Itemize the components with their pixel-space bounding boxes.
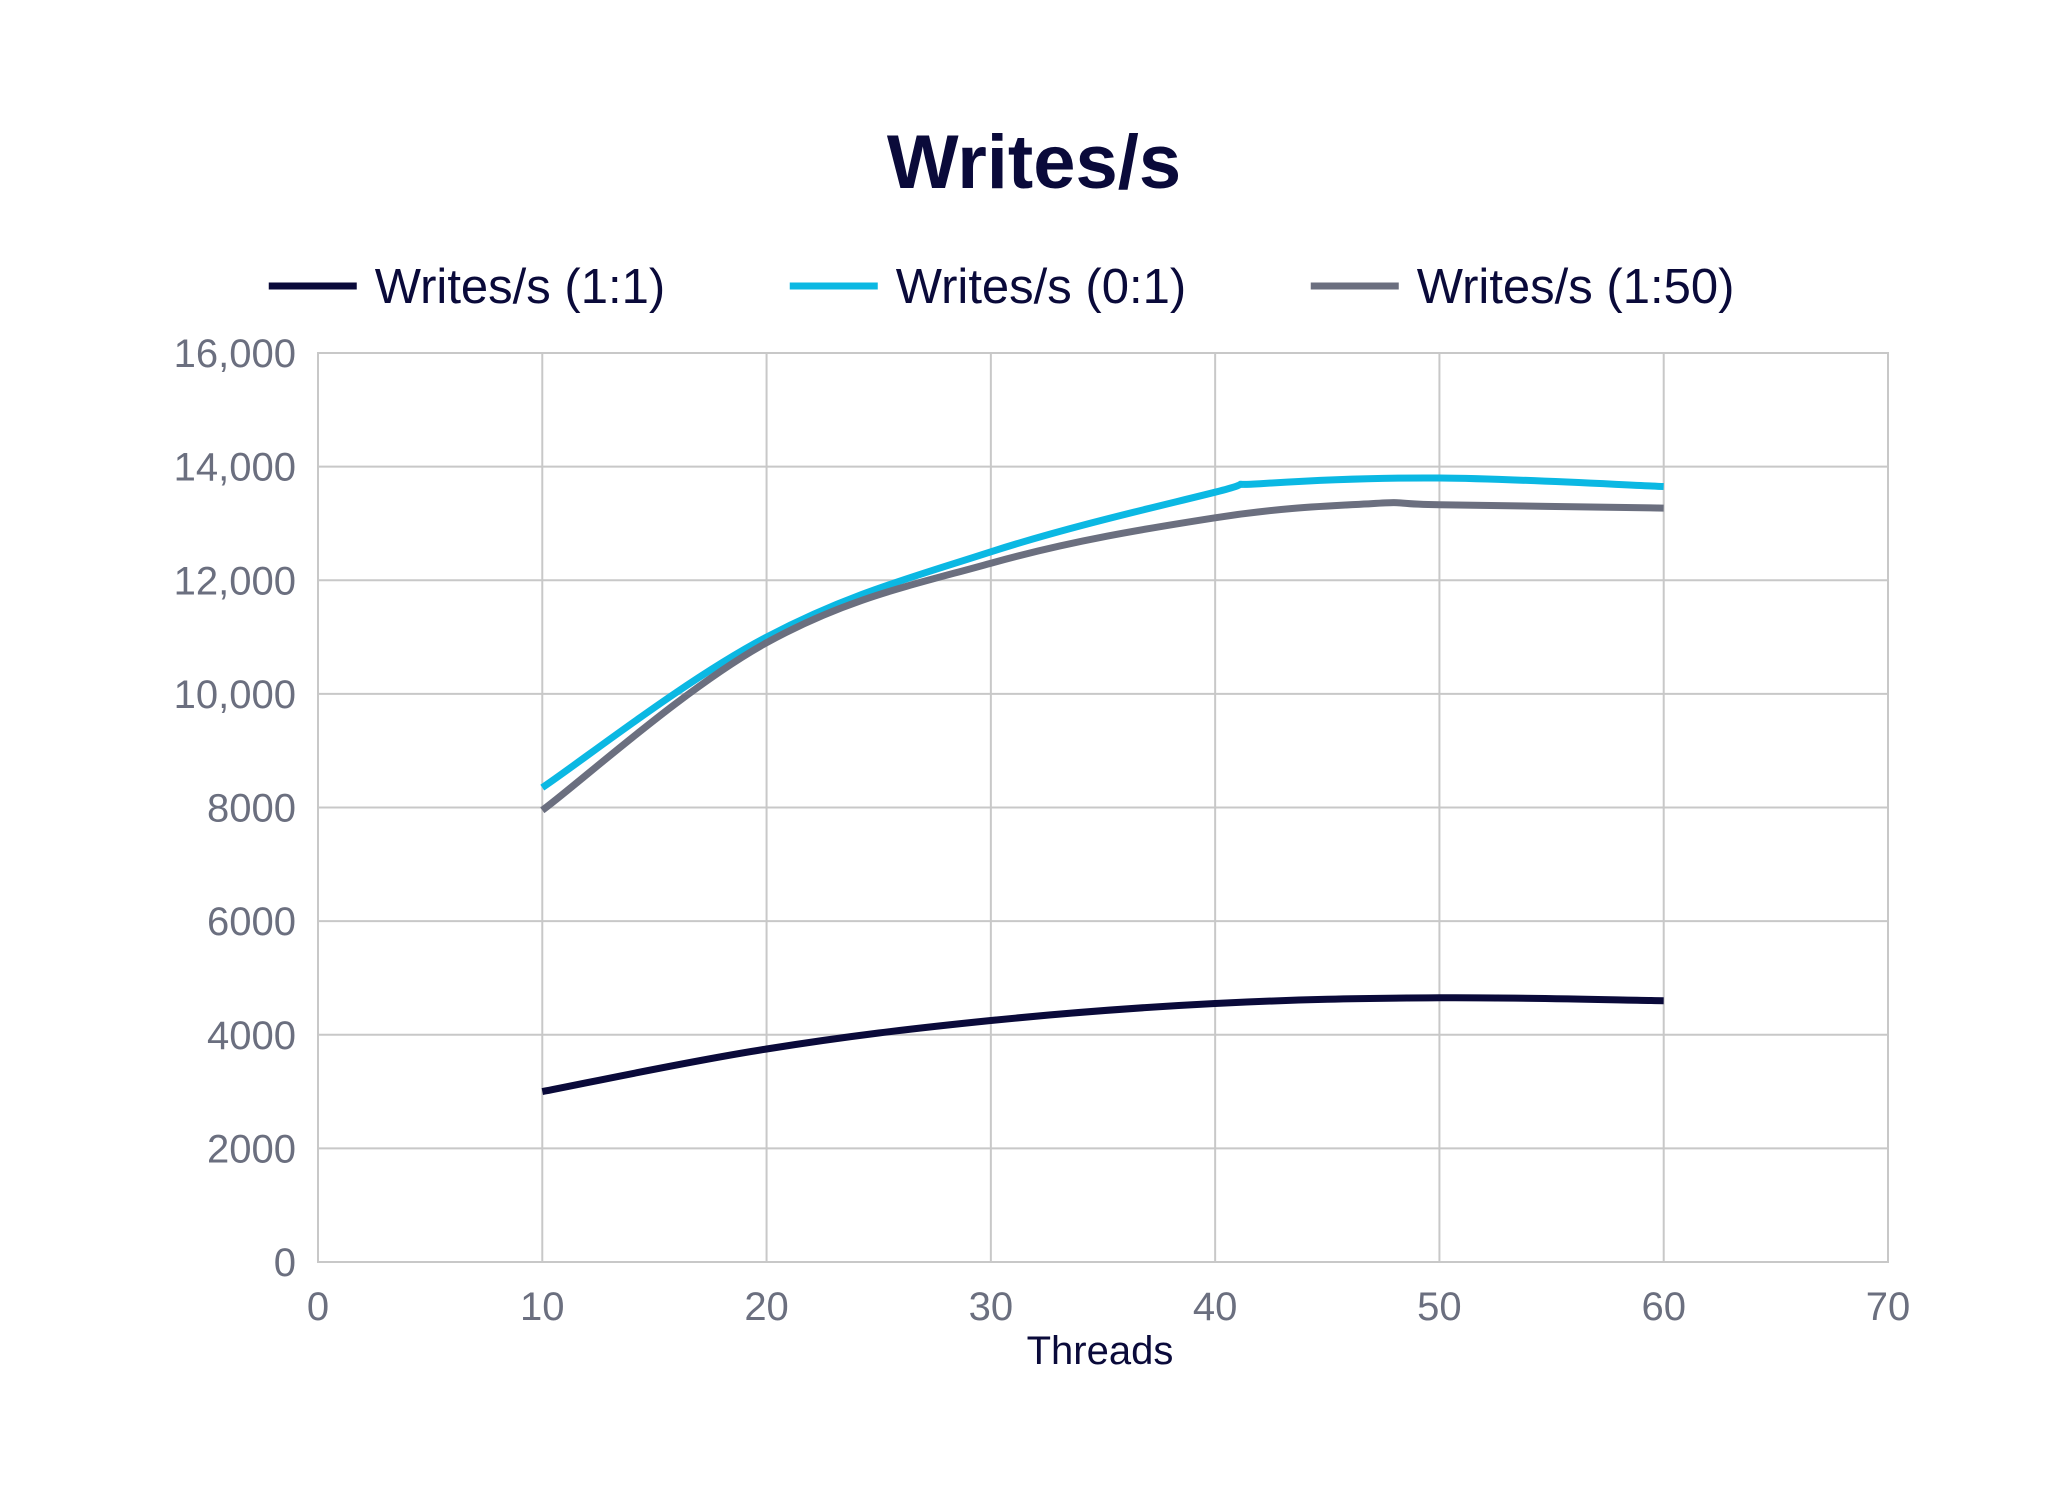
- series-line-2: [540, 474, 1664, 791]
- y-tick-label: 10,000: [174, 673, 296, 717]
- y-tick-label: 6000: [207, 900, 296, 944]
- x-tick-label: 70: [1866, 1285, 1911, 1329]
- y-tick-label: 8000: [207, 787, 296, 831]
- legend-label: Writes/s (0:1): [896, 260, 1186, 314]
- series-line-3: [540, 499, 1664, 814]
- legend-item-3: Writes/s (1:50): [1310, 260, 1735, 314]
- legend-item-1: Writes/s (1:1): [268, 260, 665, 314]
- y-tick-label: 14,000: [174, 446, 296, 490]
- plot-border: [317, 352, 1889, 1263]
- x-tick-label: 20: [744, 1285, 789, 1329]
- axes: 0 2000 4000 6000 8000 10,000 12,000 14,000 16,00…: [174, 332, 1911, 1329]
- x-axis-label: Threads: [1027, 1329, 1174, 1373]
- series-line-1: [541, 994, 1664, 1096]
- y-tick-label: 16,000: [174, 332, 296, 376]
- y-tick-label: 0: [274, 1241, 296, 1285]
- x-tick-label: 10: [520, 1285, 565, 1329]
- x-tick-label: 50: [1417, 1285, 1462, 1329]
- legend-label: Writes/s (1:1): [375, 260, 665, 314]
- x-tick-label: 30: [969, 1285, 1014, 1329]
- y-tick-label: 4000: [207, 1014, 296, 1058]
- x-tick-label: 60: [1641, 1285, 1686, 1329]
- legend-label: Writes/s (1:50): [1417, 260, 1735, 314]
- grid: [317, 352, 1889, 1263]
- legend-item-2: Writes/s (0:1): [789, 260, 1186, 314]
- y-tick-label: 12,000: [174, 559, 296, 603]
- series-lines: [540, 474, 1664, 1096]
- x-tick-label: 0: [307, 1285, 329, 1329]
- chart-title: Writes/s: [887, 120, 1181, 205]
- x-tick-label: 40: [1193, 1285, 1238, 1329]
- legend: Writes/s (1:1) Writes/s (0:1) Writes/s (1:…: [268, 260, 1735, 314]
- y-tick-label: 2000: [207, 1127, 296, 1171]
